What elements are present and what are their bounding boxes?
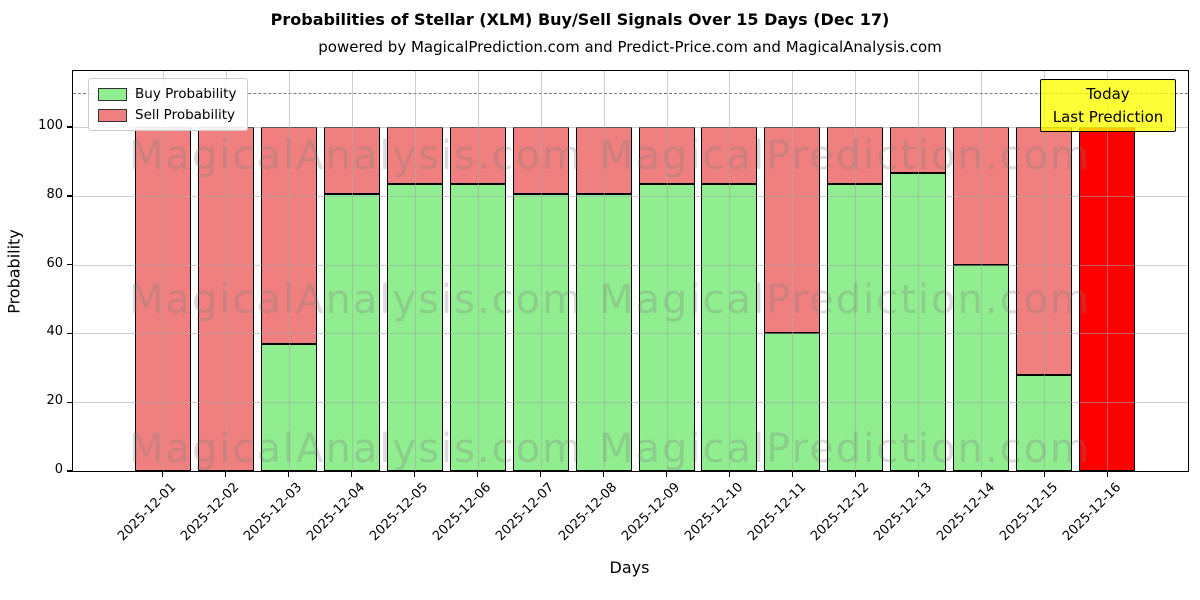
x-tick-label: 2025-12-12 xyxy=(807,480,873,545)
dashed-threshold-line xyxy=(73,92,1188,94)
x-tick-mark xyxy=(350,472,353,477)
legend-item-buy: Buy Probability xyxy=(98,86,236,102)
sell-probability-swatch xyxy=(98,108,127,122)
bar-segment-buy xyxy=(890,173,947,471)
bar-segment-buy xyxy=(449,183,506,471)
bar-segment-buy xyxy=(1016,374,1073,471)
bar-segment-sell xyxy=(197,127,254,471)
y-tick-label: 60 xyxy=(46,255,63,271)
x-tick-mark xyxy=(287,472,290,477)
y-tick-mark xyxy=(67,470,72,472)
bar-segment-buy xyxy=(323,194,380,471)
x-tick-label: 2025-12-02 xyxy=(178,480,243,545)
bar-segment-sell xyxy=(260,127,317,344)
bar-segment-buy xyxy=(260,343,317,471)
x-tick-label: 2025-12-11 xyxy=(744,480,810,545)
x-tick-mark xyxy=(917,472,919,477)
y-tick-label: 80 xyxy=(46,186,63,202)
x-tick-mark xyxy=(225,472,227,477)
today-annotation-line2: Last Prediction xyxy=(1052,107,1164,126)
x-tick-label: 2025-12-06 xyxy=(430,480,495,545)
y-tick-mark xyxy=(67,263,72,266)
x-tick-mark xyxy=(539,472,542,477)
x-tick-label: 2025-12-07 xyxy=(493,480,558,545)
chart-title: Probabilities of Stellar (XLM) Buy/Sell … xyxy=(270,10,890,29)
x-tick-mark xyxy=(162,472,164,477)
bar-segment-sell xyxy=(323,127,380,195)
y-tick-mark xyxy=(67,401,72,403)
bar-segment-sell xyxy=(764,127,821,334)
y-tick-mark xyxy=(67,332,72,335)
legend-sell-label: Sell Probability xyxy=(135,107,236,123)
legend-item-sell: Sell Probability xyxy=(98,107,236,123)
today-annotation: Today Last Prediction xyxy=(1040,79,1176,132)
x-tick-mark xyxy=(413,472,416,477)
x-tick-label: 2025-12-10 xyxy=(681,480,747,545)
legend: Buy Probability Sell Probability xyxy=(88,78,249,131)
bar-segment-buy xyxy=(701,183,758,471)
bar-segment-sell xyxy=(890,127,947,174)
today-annotation-line1: Today xyxy=(1086,85,1130,103)
x-tick-mark xyxy=(1043,472,1045,477)
bar-segment-sell xyxy=(512,127,569,195)
bar-segment-buy xyxy=(512,194,569,471)
x-tick-mark xyxy=(854,472,857,477)
y-tick-label: 0 xyxy=(54,462,63,477)
x-tick-mark xyxy=(728,472,731,477)
buy-probability-swatch xyxy=(98,87,127,101)
chart-subtitle: powered by MagicalPrediction.com and Pre… xyxy=(318,38,942,56)
bar-segment-sell xyxy=(449,127,506,184)
bar-segment-sell xyxy=(575,127,632,195)
x-tick-mark xyxy=(476,472,479,477)
y-tick-label: 20 xyxy=(46,393,63,409)
x-tick-label: 2025-12-09 xyxy=(619,480,684,545)
plot-area: 0 20 40 60 80 100 2025-12-01 2025-12-02 2025-12-… xyxy=(38,70,1189,544)
x-tick-mark xyxy=(602,472,605,477)
x-tick-mark xyxy=(665,472,668,477)
bar-segment-sell xyxy=(386,127,443,184)
y-tick-mark xyxy=(67,195,72,197)
x-tick-label: 2025-12-14 xyxy=(933,480,998,545)
bar-segment-buy xyxy=(386,183,443,471)
x-axis-label: Days xyxy=(609,558,650,577)
bar-segment-sell xyxy=(638,127,695,184)
y-tick-label: 100 xyxy=(38,118,63,134)
x-tick-label: 2025-12-03 xyxy=(241,480,306,545)
bar-segment-sell xyxy=(953,127,1010,265)
x-tick-label: 2025-12-16 xyxy=(1059,480,1124,545)
bar-segment-sell xyxy=(701,127,758,184)
x-tick-mark xyxy=(791,472,794,477)
y-tick-label: 40 xyxy=(46,324,63,340)
x-tick-label: 2025-12-13 xyxy=(870,480,935,545)
x-tick-label: 2025-12-08 xyxy=(556,480,621,545)
legend-buy-label: Buy Probability xyxy=(135,86,237,102)
bar-segment-buy xyxy=(953,264,1010,471)
x-tick-label: 2025-12-15 xyxy=(996,480,1061,545)
bar-segment-sell-today xyxy=(1079,127,1136,471)
x-tick-label: 2025-12-04 xyxy=(304,480,369,545)
bar-segment-buy xyxy=(638,183,695,471)
bar-segment-sell xyxy=(1016,127,1073,375)
x-tick-mark xyxy=(1106,472,1108,477)
bar-segment-buy xyxy=(827,183,884,471)
x-tick-mark xyxy=(980,472,982,477)
bar-segment-sell xyxy=(134,127,191,471)
bar-segment-sell xyxy=(827,127,884,184)
x-tick-label: 2025-12-01 xyxy=(115,480,180,545)
bar-segment-buy xyxy=(764,333,821,471)
x-tick-label: 2025-12-05 xyxy=(367,480,432,545)
bar-segment-buy xyxy=(575,194,632,471)
y-tick-mark xyxy=(67,126,72,128)
